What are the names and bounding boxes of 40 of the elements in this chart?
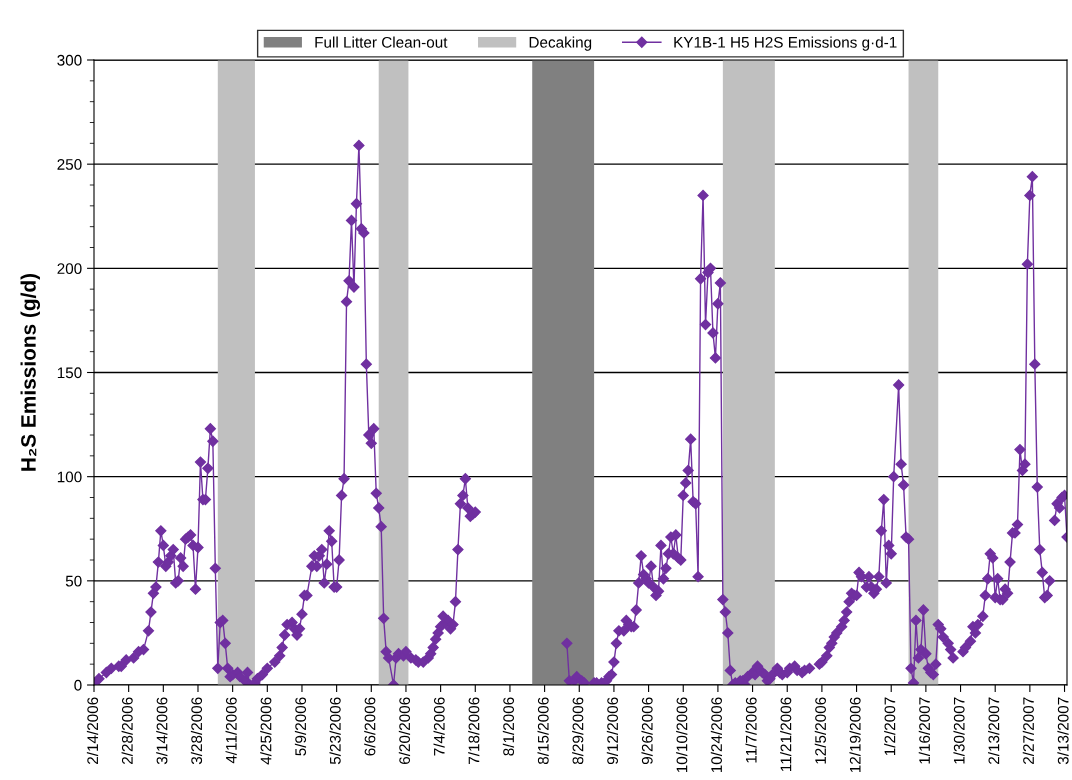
x-tick-label: 2/14/2006 <box>86 697 99 764</box>
y-tick-label: 100 <box>57 471 82 483</box>
y-axis-title: H₂S Emissions (g/d) <box>20 273 41 471</box>
x-tick-label: 1/16/2007 <box>918 697 930 764</box>
x-tick-label: 10/24/2006 <box>710 697 723 773</box>
x-tick-label: 6/6/2006 <box>364 697 376 756</box>
x-tick-label: 8/1/2006 <box>502 697 515 756</box>
x-tick-label: 1/2/2007 <box>884 697 896 756</box>
y-tick-label: 150 <box>57 367 82 379</box>
x-tick-label: 1/30/2007 <box>953 697 965 764</box>
x-tick-label: 12/19/2006 <box>849 697 861 773</box>
x-tick-label: 11/7/2006 <box>745 697 757 763</box>
y-tick-label: 300 <box>57 54 82 66</box>
x-tick-label: 7/18/2006 <box>468 697 480 764</box>
x-tick-label: 4/11/2006 <box>225 697 237 764</box>
x-tick-label: 3/28/2006 <box>190 697 203 765</box>
x-tick-label: 6/20/2006 <box>398 697 411 764</box>
x-tick-label: 9/12/2006 <box>606 697 619 765</box>
y-tick-label: 0 <box>74 679 82 691</box>
legend-label: Full Litter Clean-out <box>315 36 448 48</box>
x-tick-label: 2/13/2007 <box>988 697 1000 764</box>
x-tick-label: 2/27/2007 <box>1022 697 1034 764</box>
x-tick-label: 2/28/2006 <box>121 697 133 764</box>
y-tick-label: 200 <box>57 263 82 275</box>
x-tick-label: 5/9/2006 <box>294 697 307 756</box>
x-tick-label: 11/21/2006 <box>780 697 792 771</box>
y-tick-label: 250 <box>57 159 82 170</box>
x-tick-label: 10/10/2006 <box>676 697 688 773</box>
x-tick-label: 9/26/2006 <box>641 697 653 765</box>
x-tick-label: 4/25/2006 <box>260 697 272 765</box>
x-tick-label: 7/4/2006 <box>433 697 445 756</box>
x-tick-label: 8/29/2006 <box>572 697 584 765</box>
x-tick-label: 3/13/2007 <box>1057 697 1069 765</box>
x-tick-label: 12/5/2006 <box>814 697 826 764</box>
x-tick-label: 5/23/2006 <box>329 697 341 765</box>
x-tick-label: 8/15/2006 <box>537 697 549 765</box>
legend-label: KY1B-1 H5 H2S Emissions g·d-1 <box>674 36 897 51</box>
y-tick-label: 50 <box>65 575 82 587</box>
legend-label: Decaking <box>529 36 592 51</box>
x-tick-label: 3/14/2006 <box>156 697 168 765</box>
